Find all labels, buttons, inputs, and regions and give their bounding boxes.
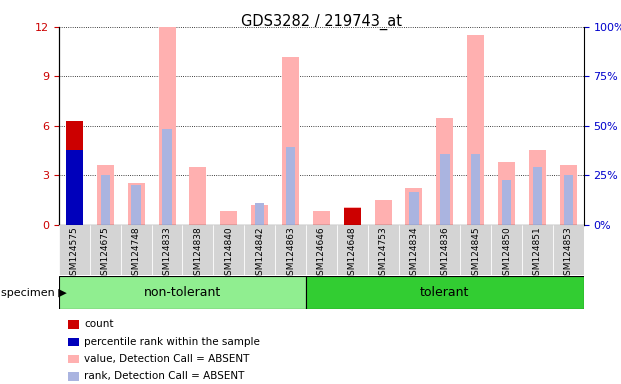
Text: tolerant: tolerant (420, 286, 469, 299)
Text: GSM124648: GSM124648 (348, 226, 356, 281)
Bar (502, 180, 511, 225)
FancyBboxPatch shape (214, 225, 244, 275)
Bar (132, 185, 141, 225)
FancyBboxPatch shape (59, 225, 90, 275)
FancyBboxPatch shape (183, 225, 214, 275)
Text: GSM124836: GSM124836 (440, 226, 450, 281)
FancyBboxPatch shape (522, 225, 553, 275)
Text: non-tolerant: non-tolerant (144, 286, 221, 299)
Bar (467, 35, 484, 225)
Text: GSM124675: GSM124675 (101, 226, 110, 281)
FancyBboxPatch shape (460, 225, 491, 275)
Bar (189, 167, 206, 225)
FancyBboxPatch shape (491, 225, 522, 275)
Bar (471, 154, 481, 225)
Bar (162, 129, 171, 225)
FancyBboxPatch shape (429, 225, 460, 275)
Text: GSM124842: GSM124842 (255, 226, 264, 281)
Bar (344, 207, 361, 225)
Text: value, Detection Call = ABSENT: value, Detection Call = ABSENT (84, 354, 250, 364)
Text: GSM124863: GSM124863 (286, 226, 295, 281)
Bar (282, 56, 299, 225)
FancyBboxPatch shape (306, 225, 337, 275)
Text: percentile rank within the sample: percentile rank within the sample (84, 337, 260, 347)
Bar (251, 205, 268, 225)
FancyBboxPatch shape (337, 225, 368, 275)
Text: GSM124834: GSM124834 (409, 226, 419, 281)
Text: GSM124838: GSM124838 (193, 226, 202, 281)
Text: GSM124845: GSM124845 (471, 226, 480, 281)
Bar (406, 189, 422, 225)
Bar (344, 208, 361, 225)
Text: rank, Detection Call = ABSENT: rank, Detection Call = ABSENT (84, 371, 245, 381)
Text: GSM124840: GSM124840 (224, 226, 233, 281)
Bar (66, 151, 83, 225)
Bar (440, 154, 450, 225)
Bar (560, 166, 577, 225)
FancyBboxPatch shape (120, 225, 152, 275)
FancyBboxPatch shape (275, 225, 306, 275)
FancyBboxPatch shape (152, 225, 183, 275)
Bar (97, 166, 114, 225)
Text: GSM124748: GSM124748 (132, 226, 141, 281)
Bar (306, 276, 584, 309)
Text: GSM124853: GSM124853 (564, 226, 573, 281)
Bar (529, 151, 546, 225)
Bar (66, 121, 83, 225)
Text: count: count (84, 319, 114, 329)
Bar (255, 203, 265, 225)
Bar (498, 162, 515, 225)
Bar (313, 212, 330, 225)
Bar (220, 212, 237, 225)
FancyBboxPatch shape (368, 225, 399, 275)
Bar (128, 184, 145, 225)
Text: GSM124753: GSM124753 (379, 226, 388, 281)
Text: GSM124575: GSM124575 (70, 226, 79, 281)
Bar (286, 147, 295, 225)
Text: GDS3282 / 219743_at: GDS3282 / 219743_at (241, 13, 402, 30)
Bar (533, 167, 542, 225)
Text: GSM124646: GSM124646 (317, 226, 326, 281)
Bar (374, 200, 392, 225)
Text: GSM124833: GSM124833 (163, 226, 171, 281)
Text: GSM124850: GSM124850 (502, 226, 511, 281)
FancyBboxPatch shape (244, 225, 275, 275)
Bar (437, 118, 453, 225)
Bar (564, 175, 573, 225)
Text: GSM124851: GSM124851 (533, 226, 542, 281)
Bar (101, 175, 110, 225)
FancyBboxPatch shape (553, 225, 584, 275)
FancyBboxPatch shape (399, 225, 429, 275)
Bar (409, 192, 419, 225)
FancyBboxPatch shape (90, 225, 120, 275)
Bar (158, 27, 176, 225)
Text: specimen ▶: specimen ▶ (1, 288, 66, 298)
Bar (59, 276, 306, 309)
